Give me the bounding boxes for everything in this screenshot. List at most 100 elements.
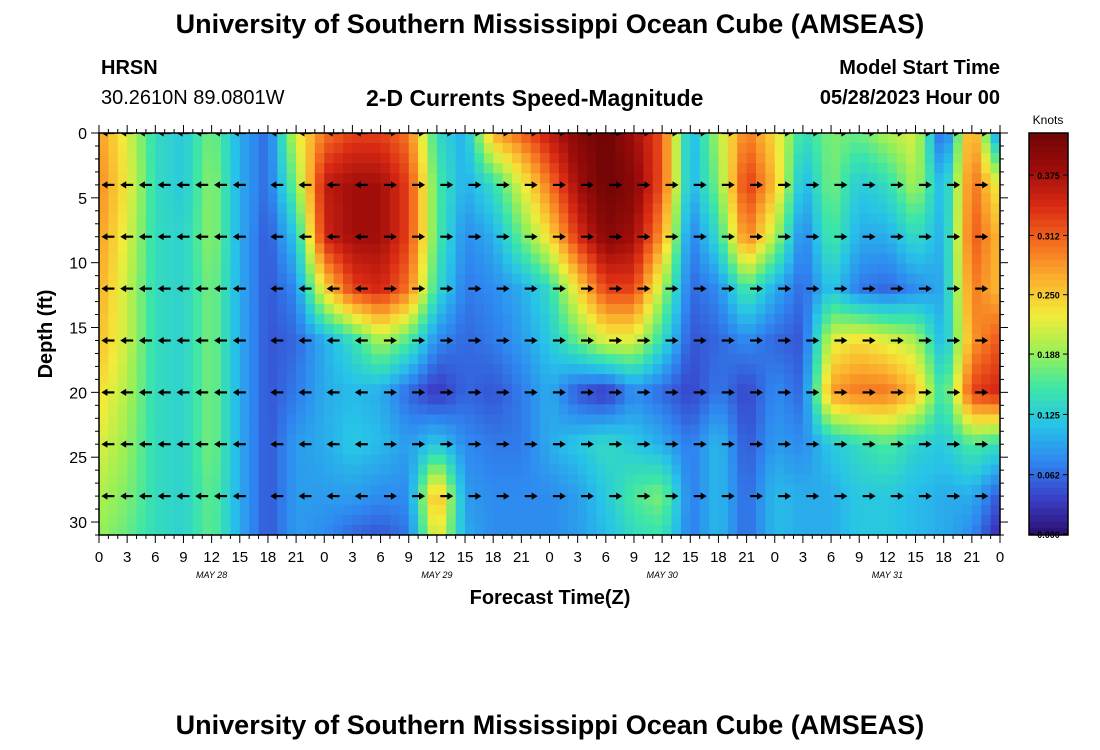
heatmap-cell bbox=[643, 504, 654, 516]
heatmap-cell bbox=[934, 223, 945, 235]
heatmap-cell bbox=[915, 464, 926, 476]
heatmap-cell bbox=[605, 514, 616, 526]
heatmap-cell bbox=[755, 414, 766, 426]
heatmap-cell bbox=[680, 494, 691, 506]
heatmap-cell bbox=[812, 474, 823, 486]
heatmap-cell bbox=[877, 404, 888, 415]
heatmap-cell bbox=[859, 323, 870, 335]
heatmap-cell bbox=[953, 514, 964, 526]
heatmap-cell bbox=[615, 454, 626, 466]
heatmap-cell bbox=[296, 424, 307, 436]
heatmap-cell bbox=[577, 233, 588, 245]
current-arrow bbox=[609, 181, 623, 189]
heatmap-cell bbox=[465, 354, 476, 365]
heatmap-cell bbox=[436, 183, 447, 194]
heatmap-cell bbox=[361, 223, 372, 235]
heatmap-cell bbox=[868, 163, 879, 174]
heatmap-cell bbox=[577, 424, 588, 436]
heatmap-cell bbox=[971, 223, 982, 235]
heatmap-cell bbox=[568, 404, 579, 415]
heatmap-cell bbox=[493, 203, 504, 214]
heatmap-cell bbox=[868, 203, 879, 214]
heatmap-cell bbox=[127, 344, 138, 355]
heatmap-cell bbox=[324, 173, 335, 184]
heatmap-cell bbox=[765, 133, 776, 144]
heatmap-cell bbox=[934, 504, 945, 516]
heatmap-cell bbox=[380, 464, 391, 476]
heatmap-cell bbox=[230, 293, 241, 305]
heatmap-cell bbox=[887, 364, 898, 375]
heatmap-cell bbox=[671, 263, 682, 275]
heatmap-cell bbox=[399, 273, 410, 285]
heatmap-cell bbox=[633, 133, 644, 144]
heatmap-cell bbox=[493, 454, 504, 466]
heatmap-cell bbox=[117, 484, 128, 496]
heatmap-cell bbox=[474, 323, 485, 335]
heatmap-cell bbox=[690, 504, 701, 516]
heatmap-cell bbox=[962, 213, 973, 225]
heatmap-cell bbox=[774, 173, 785, 184]
heatmap-cell bbox=[971, 444, 982, 456]
heatmap-cell bbox=[465, 424, 476, 436]
heatmap-cell bbox=[324, 233, 335, 245]
heatmap-cell bbox=[943, 143, 954, 154]
heatmap-cell bbox=[258, 434, 269, 446]
heatmap-cell bbox=[943, 323, 954, 335]
heatmap-cell bbox=[755, 474, 766, 486]
heatmap-cell bbox=[868, 153, 879, 164]
heatmap-cell bbox=[577, 414, 588, 426]
heatmap-cell bbox=[877, 203, 888, 214]
heatmap-cell bbox=[483, 233, 494, 245]
heatmap-cell bbox=[680, 233, 691, 245]
heatmap-cell bbox=[221, 424, 231, 436]
heatmap-cell bbox=[474, 303, 485, 315]
heatmap-cell bbox=[934, 524, 945, 535]
heatmap-cell bbox=[249, 424, 260, 436]
heatmap-cell bbox=[389, 153, 400, 164]
heatmap-cell bbox=[408, 454, 419, 466]
heatmap-cell bbox=[680, 253, 691, 265]
heatmap-cell bbox=[183, 273, 194, 285]
heatmap-cell bbox=[99, 323, 109, 335]
heatmap-cell bbox=[868, 253, 879, 265]
heatmap-cell bbox=[221, 484, 231, 496]
heatmap-cell bbox=[868, 354, 879, 365]
heatmap-cell bbox=[418, 384, 429, 395]
heatmap-cell bbox=[793, 183, 804, 194]
heatmap-cell bbox=[192, 213, 203, 225]
heatmap-cell bbox=[127, 434, 138, 446]
heatmap-cell bbox=[277, 464, 288, 476]
heatmap-cell bbox=[465, 474, 476, 486]
heatmap-cell bbox=[399, 173, 410, 184]
heatmap-cell bbox=[145, 273, 156, 285]
heatmap-cell bbox=[108, 153, 119, 164]
heatmap-cell bbox=[831, 163, 842, 174]
heatmap-cell bbox=[549, 514, 560, 526]
heatmap-cell bbox=[727, 303, 738, 315]
heatmap-cell bbox=[436, 504, 447, 516]
heatmap-cell bbox=[389, 303, 400, 315]
heatmap-cell bbox=[859, 444, 870, 456]
heatmap-cell bbox=[887, 454, 898, 466]
heatmap-cell bbox=[192, 484, 203, 496]
heatmap-cell bbox=[840, 143, 851, 154]
heatmap-cell bbox=[164, 374, 175, 385]
arrow-head bbox=[390, 181, 397, 189]
heatmap-cell bbox=[577, 133, 588, 144]
heatmap-cell bbox=[474, 464, 485, 476]
heatmap-cell bbox=[249, 173, 260, 184]
heatmap-cell bbox=[343, 484, 354, 496]
heatmap-cell bbox=[314, 334, 325, 345]
heatmap-cell bbox=[784, 183, 795, 194]
heatmap-cell bbox=[511, 424, 522, 436]
heatmap-cell bbox=[633, 163, 644, 174]
heatmap-cell bbox=[136, 364, 147, 375]
heatmap-cell bbox=[183, 394, 194, 405]
arrow-head bbox=[354, 181, 361, 189]
heatmap-cell bbox=[99, 344, 109, 355]
heatmap-cell bbox=[755, 133, 766, 144]
heatmap-cell bbox=[389, 323, 400, 335]
heatmap-cell bbox=[709, 524, 720, 535]
heatmap-cell bbox=[474, 183, 485, 194]
heatmap-cell bbox=[333, 323, 344, 335]
